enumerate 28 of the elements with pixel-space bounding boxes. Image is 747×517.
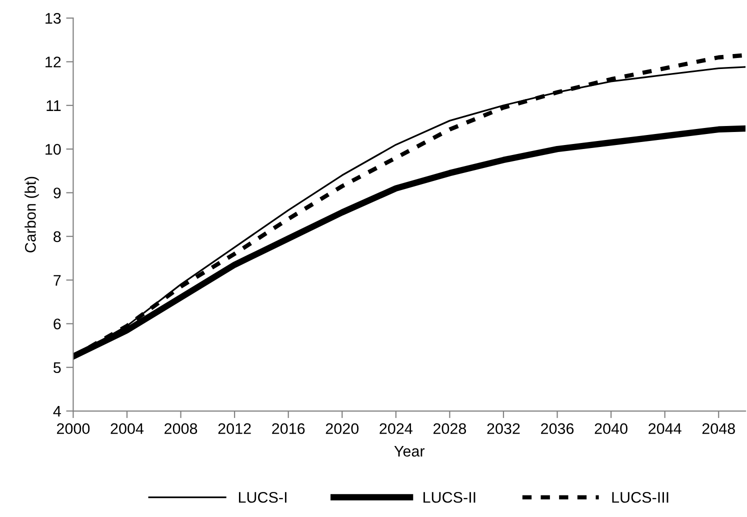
y-tick-label: 4 [53,406,61,417]
x-tick-label: 2008 [164,423,198,434]
x-tick-label: 2044 [648,423,682,434]
y-tick-label: 8 [54,231,61,242]
x-tick-label: 2028 [433,423,466,434]
legend-label: LUCS-III [612,492,668,503]
y-tick-label: 7 [54,275,61,286]
x-tick-label: 2000 [56,423,90,434]
x-tick-label: 2012 [218,423,251,434]
x-tick-label: 2040 [594,423,628,434]
x-tick-label: 2036 [541,423,574,434]
legend-label: LUCS-I [238,492,286,503]
y-tick-label: 11 [46,100,61,111]
y-axis-title: Carbon (bt) [24,176,39,252]
x-tick-label: 2020 [326,423,359,434]
x-axis-title: Year [394,446,425,457]
legend-label: LUCS-II [424,492,476,503]
y-tick-label: 13 [46,12,61,24]
x-tick-label: 2004 [110,423,144,434]
x-tick-label: 2016 [272,423,305,434]
y-tick-label: 10 [46,144,61,155]
y-tick-label: 6 [54,318,61,330]
x-tick-label: 2024 [380,423,412,434]
x-tick-label: 2048 [702,423,735,434]
y-tick-label: 9 [54,188,61,198]
y-tick-label: 12 [46,56,61,68]
x-tick-label: 2032 [487,423,520,434]
y-tick-label: 5 [54,362,61,374]
